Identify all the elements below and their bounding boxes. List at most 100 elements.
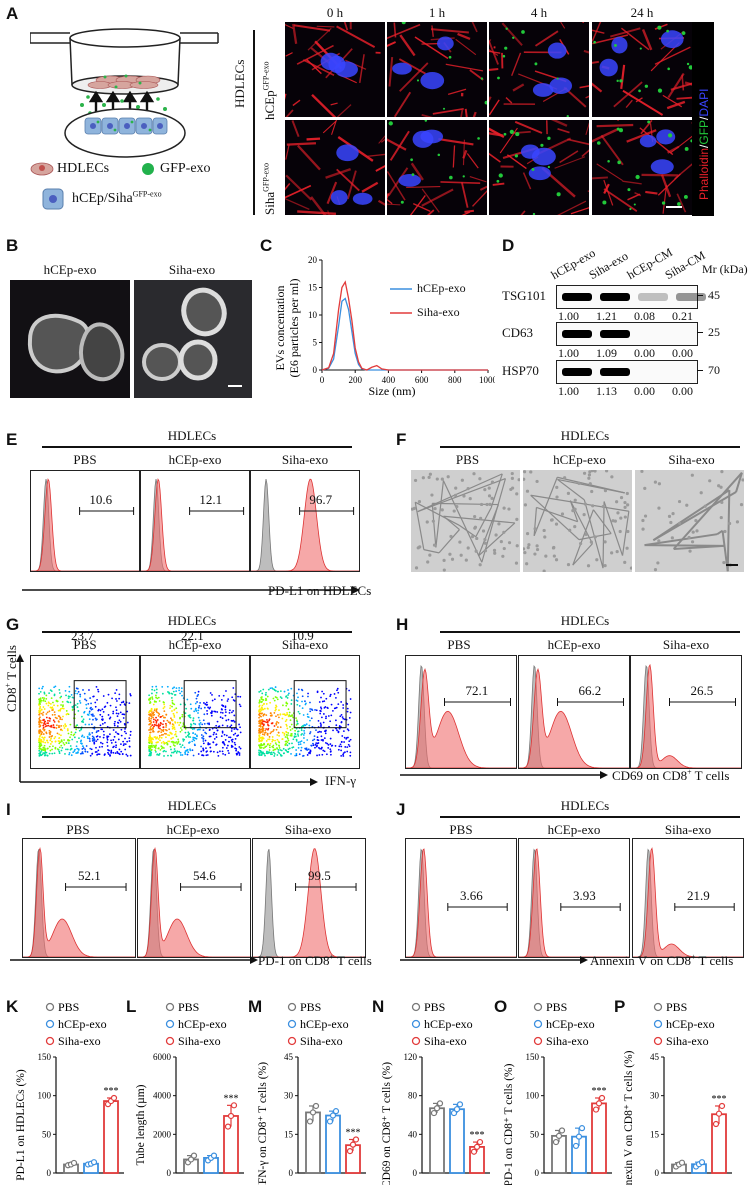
confocal-image-r1-4h [489, 22, 589, 117]
data-point [430, 1109, 438, 1117]
sample-histogram [141, 478, 249, 571]
ytick-label: 15 [650, 1129, 660, 1139]
i-gate-value-2: 54.6 [193, 868, 216, 883]
data-point [329, 1112, 337, 1119]
data-point [349, 1141, 357, 1148]
legend-label: PBS [424, 1000, 445, 1014]
legend-label: Siha-exo [424, 1034, 467, 1048]
bar-ylabel: IFN-γ on CD8⁺ T cells (%) [257, 1062, 269, 1185]
ytick-label: 0 [535, 1168, 540, 1178]
c-ytick-label: 5 [313, 338, 318, 348]
gate-box [293, 680, 347, 729]
panel-label-d: D [502, 236, 515, 255]
bar-ylabel: PD-1 on CD8⁺ T cells (%) [503, 1063, 515, 1185]
legend-marker [45, 1019, 55, 1029]
c-series-line-2 [321, 280, 488, 371]
f-condition-3: Siha-exo [668, 452, 715, 467]
data-point [90, 1159, 98, 1166]
g-group-title: HDLECs [167, 613, 217, 628]
legend-marker [533, 1036, 543, 1046]
sample-histogram [138, 846, 250, 957]
data-point [470, 1148, 478, 1155]
data-point [227, 1112, 235, 1120]
data-point [230, 1102, 238, 1109]
size-distribution-chart: EVs concentation (E6 particles per ml) S… [273, 255, 495, 398]
time-label-0h: 0 h [326, 5, 344, 20]
panel-label-g: G [6, 615, 20, 634]
blot-row-label: CD63 [502, 325, 534, 340]
j-gate-value-3: 21.9 [687, 888, 710, 903]
data-point [326, 1118, 334, 1125]
legend-label: Siha-exo [300, 1034, 343, 1048]
gate-box [73, 680, 127, 729]
g-dotplot-3 [250, 655, 360, 769]
blot-quant-value: 0.00 [672, 384, 693, 398]
g-dotplot-1 [30, 655, 140, 769]
data-point [309, 1109, 317, 1116]
blot-band [600, 293, 630, 301]
panel-label-p: P [614, 997, 626, 1016]
transwell-diagram [30, 28, 219, 158]
sample-histogram [519, 667, 629, 768]
significance-stars: *** [224, 1093, 239, 1104]
data-point [187, 1156, 195, 1163]
legend-tumor-cells: hCEp/SihaGFP-exo [72, 189, 162, 206]
data-point [718, 1102, 726, 1110]
h-gate-value-1: 72.1 [465, 683, 489, 698]
h-histogram-2 [518, 655, 630, 769]
legend-label: PBS [58, 1000, 79, 1014]
i-gate-value-1: 52.1 [78, 868, 101, 883]
c-xtick-label: 0 [320, 375, 325, 385]
bar-chart-l: 0 2000 4000 6000 Tube length (µm) *** PBS hCEp-… [135, 1000, 244, 1178]
ytick-label: 100 [38, 1091, 52, 1101]
blot-quant-value: 0.00 [672, 346, 693, 360]
ytick-label: 15 [284, 1129, 294, 1139]
i-xlabel: PD-1 on CD8+ T cells [258, 952, 372, 968]
data-point [436, 1100, 444, 1107]
h-gate-value-2: 66.2 [578, 683, 602, 698]
confocal-image-r2-24h [592, 120, 692, 215]
e-condition-3: Siha-exo [281, 452, 329, 467]
j-group-title: HDLECs [560, 798, 610, 813]
ytick-label: 40 [408, 1129, 418, 1139]
g-ylabel: CD8+ T cells [3, 645, 19, 712]
e-xlabel: PD-L1 on HDLECs [268, 583, 372, 598]
data-point [456, 1101, 464, 1108]
c-ytick-label: 10 [308, 310, 318, 320]
em-label-siha: Siha-exo [168, 262, 216, 277]
i-condition-1: PBS [66, 822, 90, 837]
row-group-label: HDLECs [232, 59, 247, 108]
data-point [210, 1152, 218, 1159]
blot-band [600, 368, 630, 376]
channel-legend-bar [692, 22, 714, 216]
mr-value: 25 [708, 325, 720, 339]
time-label-4h: 4 h [530, 5, 548, 20]
panel-label-k: K [6, 997, 19, 1016]
data-point [592, 1106, 600, 1113]
data-point [70, 1159, 78, 1167]
ytick-label: 45 [650, 1052, 660, 1062]
c-xtick-label: 800 [448, 375, 462, 385]
legend-marker [653, 1019, 663, 1029]
hdlec-legend-icon [30, 162, 54, 176]
tube-image-3 [635, 470, 744, 572]
blot-band [562, 293, 592, 301]
c-xtick-label: 600 [415, 375, 429, 385]
h-group-title: HDLECs [560, 613, 610, 628]
bar-ylabel: Annexin V on CD8⁺ T cells (%) [623, 1050, 635, 1185]
mr-value: 70 [708, 363, 720, 377]
sample-histogram [31, 478, 139, 571]
j-histogram-1 [405, 838, 517, 958]
bar-chart-k: 0 50 100 150 PD-L1 on HDLECs (%) *** PBS hCEp-e… [15, 1000, 124, 1181]
blot-quant-value: 1.21 [596, 309, 617, 323]
hdlec-layer [87, 74, 161, 89]
c-xtick-label: 200 [348, 375, 362, 385]
ytick-label: 4000 [153, 1091, 172, 1101]
data-point [558, 1127, 566, 1134]
g-gate-value-2: 22.1 [181, 628, 204, 643]
legend-gfp-exo: GFP-exo [160, 161, 211, 176]
data-point [476, 1138, 484, 1146]
time-label-24h: 24 h [630, 5, 654, 20]
data-point [473, 1143, 481, 1150]
significance-stars: *** [104, 1086, 119, 1097]
